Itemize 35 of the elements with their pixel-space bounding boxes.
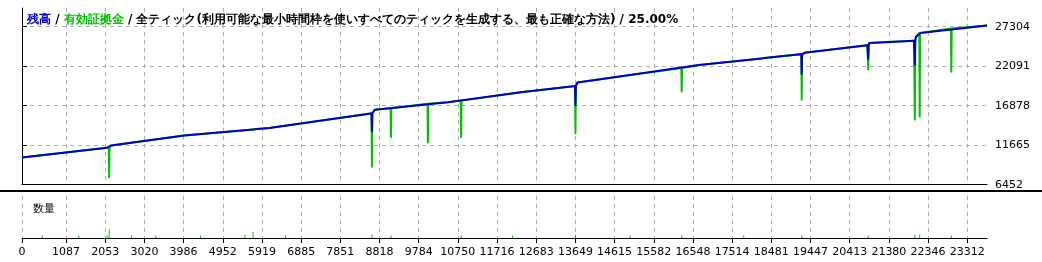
y-tick-label: 22091 — [995, 59, 1030, 73]
x-tick-label: 7851 — [326, 245, 355, 258]
x-tick-label: 9784 — [404, 245, 433, 258]
x-tick-label: 4952 — [208, 245, 237, 258]
x-tick-label: 6885 — [287, 245, 316, 258]
x-tick-label: 10750 — [440, 245, 476, 258]
x-tick-label: 5919 — [247, 245, 276, 258]
x-tick-label: 12683 — [518, 245, 554, 258]
x-tick-label: 22346 — [910, 245, 946, 258]
y-tick-label: 6452 — [995, 178, 1023, 191]
x-tick-label: 8818 — [365, 245, 394, 258]
x-tick-label: 18481 — [753, 245, 789, 258]
x-tick-label: 16548 — [675, 245, 711, 258]
y-tick-label: 11665 — [995, 138, 1030, 152]
x-tick-label: 13649 — [557, 245, 593, 258]
y-tick-label: 16878 — [995, 98, 1030, 112]
x-tick-label: 1087 — [52, 245, 81, 258]
x-tick-label: 19447 — [793, 245, 828, 258]
x-tick-label: 0 — [18, 245, 26, 258]
x-tick-label: 14615 — [597, 245, 633, 258]
x-tick-label: 17514 — [714, 245, 750, 258]
y-tick-label: 27304 — [995, 19, 1030, 33]
chart-title: 数量 — [33, 202, 55, 215]
x-tick-label: 15582 — [636, 245, 672, 258]
x-tick-label: 21380 — [871, 245, 907, 258]
text: 残高 — [26, 12, 51, 26]
x-tick-label: 3986 — [169, 245, 198, 258]
x-tick-label: 23312 — [949, 245, 985, 258]
x-tick-label: 2053 — [91, 245, 120, 258]
chart-title: / 全ティック(利用可能な最小時間枠を使いすべてのティックを生成する、最も正確な方法) / 25.00% — [123, 12, 679, 26]
x-tick-label: 3020 — [130, 245, 159, 258]
annotation: / — [51, 12, 64, 26]
x-tick-label: 20413 — [832, 245, 868, 258]
text: 有効証拠金 — [62, 12, 125, 26]
x-tick-label: 11716 — [479, 245, 515, 258]
